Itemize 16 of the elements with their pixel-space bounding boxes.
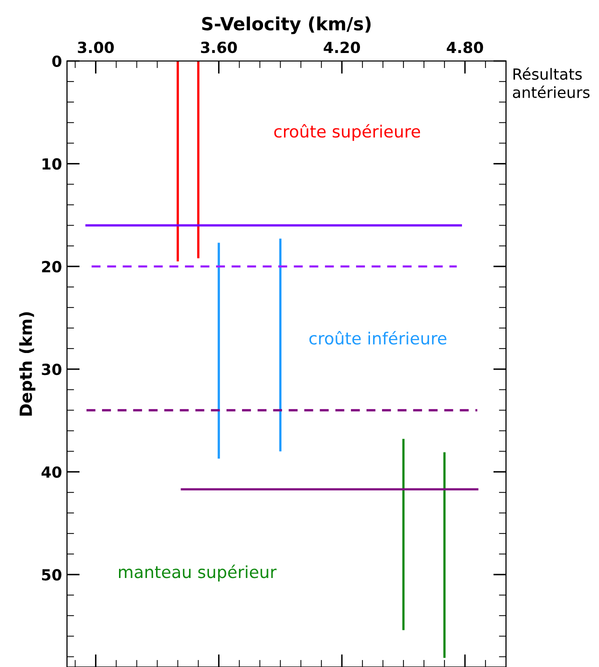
text: croûte supérieure: [274, 124, 420, 141]
y-tick-label: 40: [42, 466, 62, 478]
y-tick-label: 10: [42, 158, 62, 170]
y-tick-label: 20: [42, 260, 62, 272]
x-tick-label: 3.00: [78, 42, 114, 54]
y-axis-title: Depth (km): [19, 312, 36, 416]
y-tick-label: 50: [42, 569, 62, 581]
x-tick-label: 4.80: [446, 42, 484, 54]
text: Résultats antérieurs: [512, 67, 590, 98]
x-tick-label: 4.20: [324, 42, 360, 54]
y-tick-label: 30: [42, 364, 62, 376]
x-tick-label: 3.60: [200, 42, 237, 54]
text: manteau supérieur: [119, 564, 277, 582]
text: croûte inférieure: [309, 331, 446, 345]
y-tick-label: 0: [52, 55, 62, 68]
x-axis-title: S-Velocity (km/s): [202, 16, 371, 34]
